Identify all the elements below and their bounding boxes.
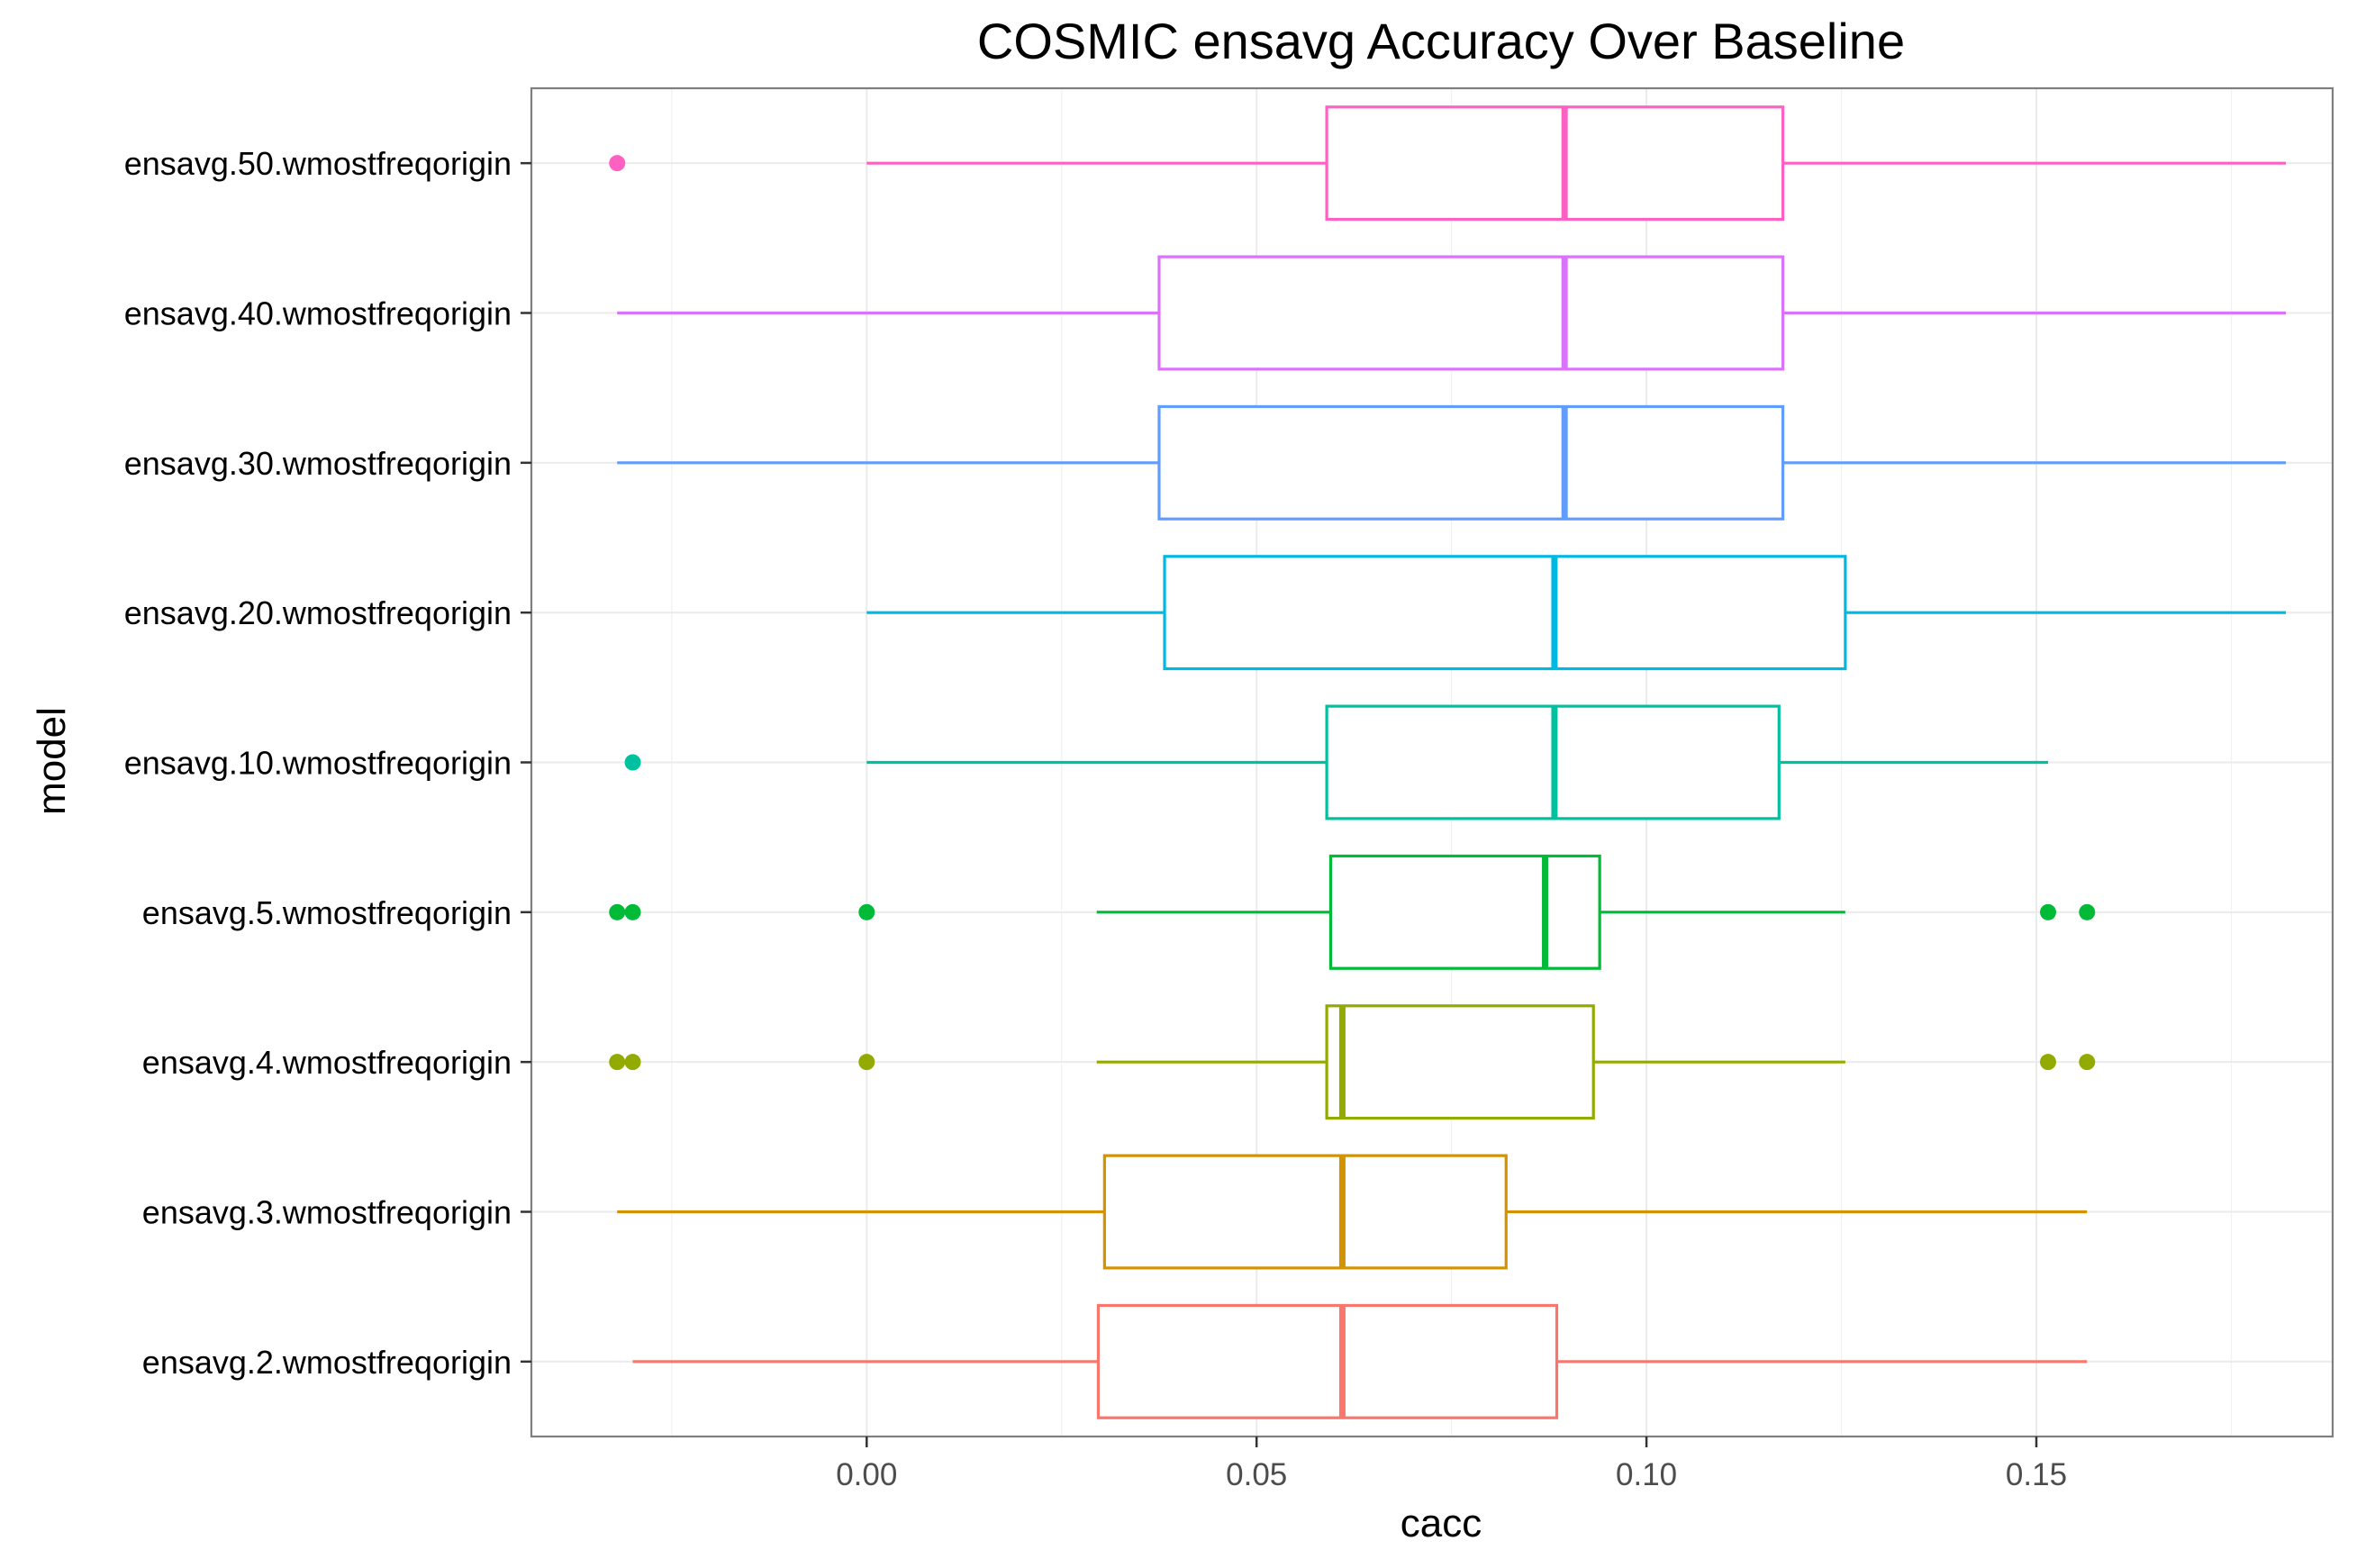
boxplot-ensavg.3.wmostfreqorigin: [617, 1154, 2088, 1270]
box: [1157, 255, 1785, 371]
y-tick-label: ensavg.2.wmostfreqorigin: [142, 1344, 512, 1381]
box: [1325, 1004, 1595, 1120]
box: [1163, 555, 1847, 671]
boxplot-ensavg.40.wmostfreqorigin: [617, 255, 2287, 371]
outlier-point: [858, 903, 875, 920]
x-axis-title: cacc: [1401, 1501, 1482, 1545]
box: [1157, 404, 1785, 521]
box: [1328, 854, 1601, 970]
x-tick-label: 0.05: [1226, 1457, 1287, 1492]
box: [1096, 1303, 1559, 1419]
y-tick-label: ensavg.40.wmostfreqorigin: [124, 295, 512, 332]
box: [1325, 105, 1785, 222]
y-axis: ensavg.50.wmostfreqorigin ensavg.40.wmost…: [124, 145, 531, 1381]
x-axis: 0.00 0.05 0.10 0.15: [836, 1437, 2067, 1492]
chart-title: COSMIC ensavg Accuracy Over Baseline: [977, 13, 1905, 69]
outlier-point: [624, 754, 641, 771]
boxplot-ensavg.50.wmostfreqorigin: [609, 105, 2287, 222]
outlier-point: [609, 155, 626, 172]
y-tick-label: ensavg.10.wmostfreqorigin: [124, 745, 512, 782]
outlier-point: [2039, 903, 2056, 920]
outlier-point: [609, 903, 626, 920]
boxplot-ensavg.20.wmostfreqorigin: [866, 555, 2287, 671]
outlier-point: [624, 1054, 641, 1071]
y-tick-label: ensavg.50.wmostfreqorigin: [124, 145, 512, 182]
outlier-point: [2079, 1054, 2096, 1071]
outlier-point: [624, 903, 641, 920]
y-tick-label: ensavg.4.wmostfreqorigin: [142, 1044, 512, 1081]
y-tick-label: ensavg.30.wmostfreqorigin: [124, 445, 512, 482]
y-axis-title: model: [30, 707, 74, 815]
y-tick-label: ensavg.20.wmostfreqorigin: [124, 594, 512, 631]
box: [1102, 1154, 1508, 1270]
outlier-point: [609, 1054, 626, 1071]
boxplot-ensavg.4.wmostfreqorigin: [609, 1004, 2096, 1120]
boxplots: [609, 105, 2287, 1419]
x-tick-label: 0.10: [1616, 1457, 1677, 1492]
x-tick-label: 0.15: [2006, 1457, 2067, 1492]
boxplot-ensavg.2.wmostfreqorigin: [632, 1303, 2088, 1419]
outlier-point: [2039, 1054, 2056, 1071]
outlier-point: [2079, 903, 2096, 920]
boxplot-ensavg.5.wmostfreqorigin: [609, 854, 2096, 970]
boxplot-ensavg.30.wmostfreqorigin: [617, 404, 2287, 521]
x-tick-label: 0.00: [836, 1457, 897, 1492]
boxplot-ensavg.10.wmostfreqorigin: [624, 704, 2048, 820]
outlier-point: [858, 1054, 875, 1071]
y-tick-label: ensavg.5.wmostfreqorigin: [142, 894, 512, 931]
y-tick-label: ensavg.3.wmostfreqorigin: [142, 1194, 512, 1231]
